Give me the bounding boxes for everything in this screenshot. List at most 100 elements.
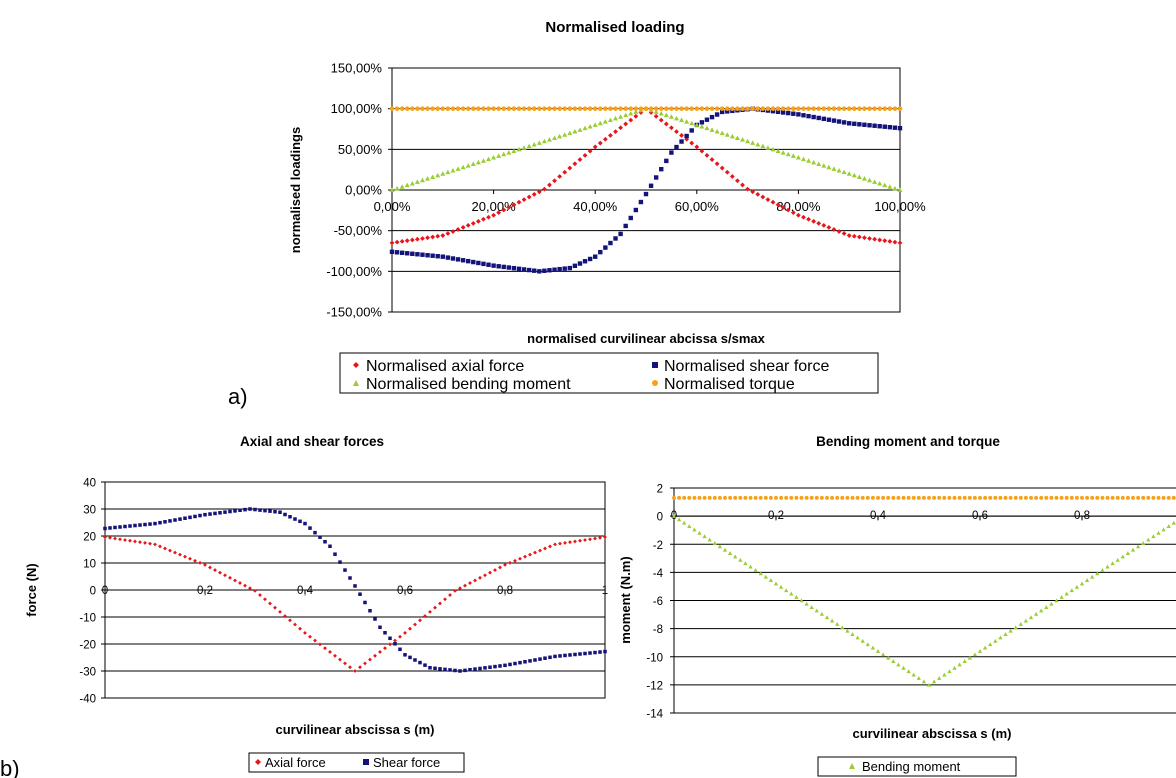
torque-point — [1064, 495, 1069, 500]
bending-point — [702, 534, 707, 539]
axial-point — [448, 593, 452, 597]
axial-point — [735, 178, 740, 184]
torque-point — [430, 106, 435, 111]
axial-point — [816, 220, 822, 226]
axial-point — [338, 657, 342, 662]
bending-point — [425, 176, 431, 181]
torque-point — [511, 106, 517, 111]
bending-point — [1018, 622, 1023, 626]
shear-point — [567, 265, 572, 271]
axial-point — [801, 214, 806, 220]
shear-point — [892, 125, 898, 130]
bending-point — [694, 122, 700, 127]
shear-point — [253, 507, 257, 512]
bending-point — [931, 679, 937, 684]
shear-point — [633, 207, 639, 213]
torque-point — [814, 495, 819, 500]
torque-point — [1166, 495, 1171, 500]
axial-point — [536, 189, 542, 195]
torque-point — [689, 106, 695, 111]
bending-point — [875, 649, 881, 653]
axial-point — [343, 661, 347, 666]
torque-point — [765, 106, 771, 111]
torque-point — [618, 106, 623, 111]
bending-point — [602, 119, 608, 124]
x-tick-label: 0,2 — [197, 585, 213, 597]
shear-point — [408, 655, 412, 660]
bending-point — [887, 184, 893, 189]
torque-point — [901, 495, 906, 500]
axial-point — [518, 556, 522, 561]
series-torque — [672, 495, 1176, 500]
axial-point — [373, 653, 377, 658]
axial-point — [409, 237, 415, 243]
torque-point — [1100, 495, 1105, 500]
legend-box — [817, 756, 1017, 777]
shear-point — [103, 526, 107, 531]
series-axial — [389, 106, 903, 246]
bending-point — [855, 635, 860, 640]
axial-point — [268, 601, 272, 606]
torque-point — [855, 495, 860, 500]
x-tick-label: 1 — [602, 585, 608, 597]
axial-point — [603, 535, 607, 539]
axial-point — [123, 538, 127, 542]
x-tick-label: 0,2 — [768, 510, 784, 522]
axial-point — [488, 570, 492, 575]
torque-point — [582, 106, 588, 111]
torque-point — [887, 106, 893, 111]
legend-label-axial: Axial force — [265, 755, 326, 770]
shear-point — [133, 523, 137, 528]
torque-point — [891, 495, 896, 500]
shear-point — [303, 521, 307, 526]
shear-point — [258, 508, 262, 512]
shear-point — [664, 158, 669, 164]
y-tick-label: 2 — [657, 484, 663, 496]
torque-point — [445, 106, 451, 111]
axial-point — [378, 650, 382, 654]
bending-point — [450, 167, 456, 173]
shear-point — [420, 252, 425, 257]
shear-point — [313, 530, 317, 535]
shear-point — [148, 522, 152, 526]
shear-point — [563, 653, 567, 658]
shear-point — [806, 113, 811, 119]
bending-point — [475, 159, 481, 165]
shear-point — [618, 231, 623, 237]
axial-point — [363, 661, 367, 666]
axial-point — [699, 148, 705, 154]
bending-point — [709, 127, 715, 132]
bending-point — [511, 148, 517, 153]
axial-point — [553, 542, 557, 547]
axial-point — [273, 605, 277, 610]
torque-point — [809, 495, 814, 500]
axial-point — [383, 646, 387, 651]
torque-point — [717, 495, 722, 500]
axial-point — [433, 605, 437, 610]
shear-point — [801, 113, 806, 118]
torque-point — [784, 495, 789, 500]
y-axis-label: normalised loadings — [288, 127, 303, 253]
shear-point — [674, 144, 679, 150]
torque-point — [921, 495, 926, 500]
shear-point — [278, 510, 282, 514]
axial-point — [582, 152, 588, 158]
torque-point — [867, 106, 872, 111]
torque-point — [1156, 495, 1161, 500]
bending-point — [836, 167, 842, 173]
panel-label-b: b) — [0, 756, 20, 778]
torque-point — [927, 495, 931, 500]
torque-point — [486, 106, 491, 111]
shear-point — [450, 256, 456, 261]
bending-point — [455, 166, 461, 171]
bending-point — [1135, 544, 1141, 549]
shear-point — [455, 257, 461, 262]
bending-point — [897, 187, 903, 192]
shear-point — [393, 642, 397, 646]
shear-point — [578, 652, 582, 656]
shear-point — [430, 253, 435, 258]
axial-point — [597, 140, 603, 146]
shear-point — [532, 268, 537, 273]
shear-point — [543, 656, 547, 660]
